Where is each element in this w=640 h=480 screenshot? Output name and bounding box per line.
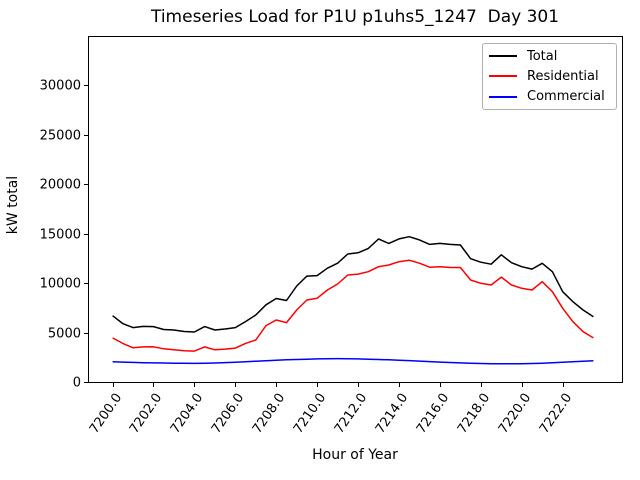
legend: Total Residential Commercial: [482, 43, 617, 110]
svg-text:7210.0: 7210.0: [291, 391, 329, 437]
svg-text:7218.0: 7218.0: [455, 391, 493, 437]
svg-text:20000: 20000: [40, 178, 81, 193]
legend-label-total: Total: [527, 48, 558, 64]
svg-text:30000: 30000: [40, 79, 81, 94]
residential-line-swatch: [489, 75, 517, 78]
svg-text:10000: 10000: [40, 277, 81, 292]
legend-row-commercial: Commercial: [483, 87, 616, 107]
commercial-line-swatch: [489, 95, 517, 98]
chart-title: Timeseries Load for P1U p1uhs5_1247 Day …: [150, 7, 560, 27]
svg-text:7208.0: 7208.0: [250, 391, 288, 437]
svg-text:0: 0: [73, 376, 81, 391]
svg-text:7204.0: 7204.0: [168, 391, 206, 437]
svg-text:7222.0: 7222.0: [537, 391, 575, 437]
total-line-swatch: [489, 55, 517, 58]
svg-text:5000: 5000: [48, 327, 81, 342]
y-axis-label: kW total: [5, 175, 21, 235]
svg-text:15000: 15000: [40, 228, 81, 243]
legend-label-residential: Residential: [527, 68, 599, 84]
legend-row-total: Total: [483, 46, 616, 66]
svg-text:25000: 25000: [40, 129, 81, 144]
svg-text:7220.0: 7220.0: [496, 391, 534, 437]
svg-text:7214.0: 7214.0: [373, 391, 411, 437]
svg-text:7212.0: 7212.0: [332, 391, 370, 437]
x-axis-label: Hour of Year: [312, 447, 398, 463]
svg-text:7200.0: 7200.0: [87, 391, 125, 437]
svg-text:7202.0: 7202.0: [127, 391, 165, 437]
legend-row-residential: Residential: [483, 66, 616, 86]
legend-label-commercial: Commercial: [527, 89, 605, 105]
svg-text:7206.0: 7206.0: [209, 391, 247, 437]
svg-text:7216.0: 7216.0: [414, 391, 452, 437]
